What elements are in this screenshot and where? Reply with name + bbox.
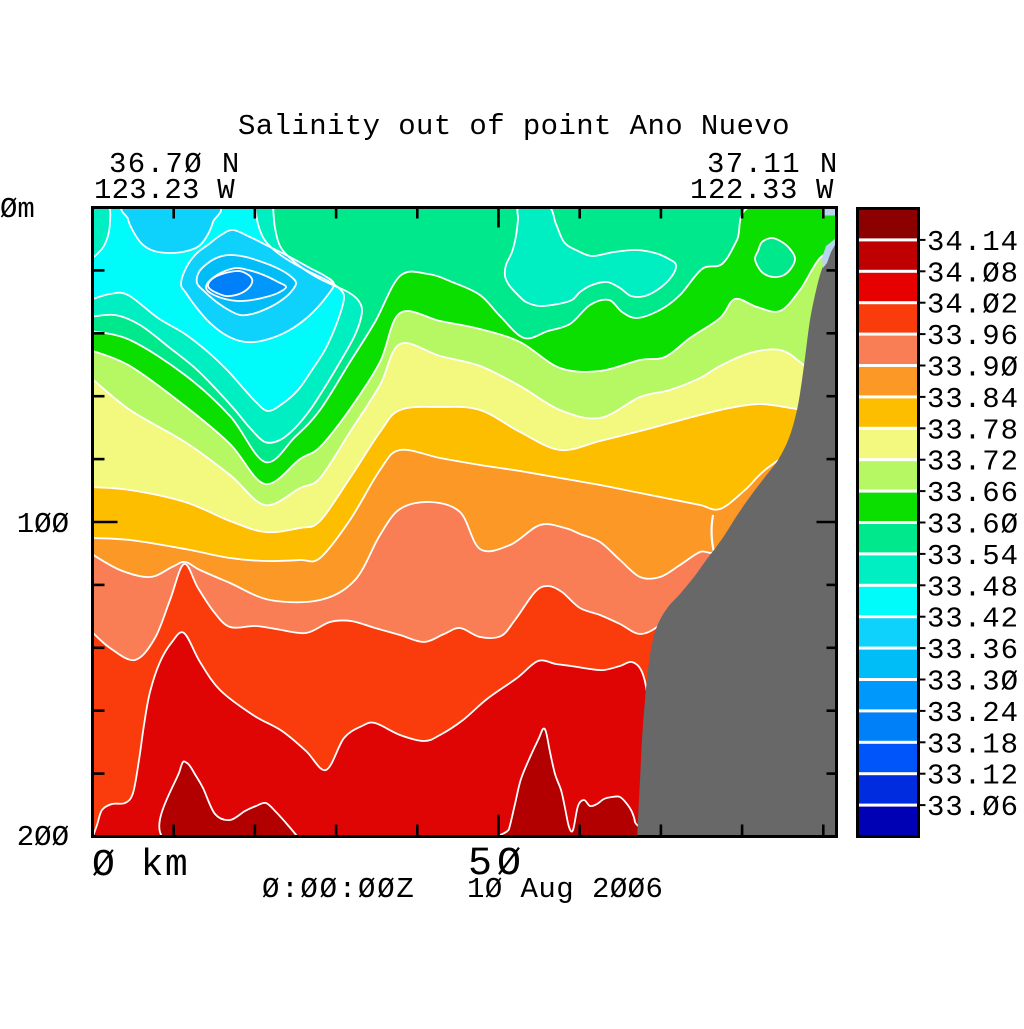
svg-text:33.96: 33.96 <box>927 320 1019 353</box>
svg-text:33.3Ø: 33.3Ø <box>927 666 1019 699</box>
svg-text:123.23 W: 123.23 W <box>94 174 235 207</box>
svg-text:33.72: 33.72 <box>927 446 1019 479</box>
svg-text:34.Ø8: 34.Ø8 <box>927 257 1019 290</box>
svg-text:33.Ø6: 33.Ø6 <box>927 791 1019 824</box>
svg-text:34.14: 34.14 <box>927 226 1019 259</box>
svg-text:Ø:ØØ:ØØZ: Ø:ØØ:ØØZ <box>262 873 416 906</box>
svg-text:Øm: Øm <box>0 193 35 226</box>
svg-text:33.24: 33.24 <box>927 697 1019 730</box>
svg-text:2ØØ: 2ØØ <box>17 821 69 854</box>
svg-text:33.18: 33.18 <box>927 728 1019 761</box>
svg-text:33.84: 33.84 <box>927 383 1019 416</box>
svg-text:33.66: 33.66 <box>927 477 1019 510</box>
svg-text:33.42: 33.42 <box>927 603 1019 636</box>
svg-text:33.78: 33.78 <box>927 414 1019 447</box>
svg-text:36.7Ø N: 36.7Ø N <box>109 148 241 181</box>
svg-text:33.12: 33.12 <box>927 760 1019 793</box>
svg-text:37.11 N: 37.11 N <box>707 148 839 181</box>
svg-text:33.48: 33.48 <box>927 571 1019 604</box>
svg-text:33.54: 33.54 <box>927 540 1019 573</box>
svg-text:5Ø: 5Ø <box>468 842 526 887</box>
svg-text:33.6Ø: 33.6Ø <box>927 509 1019 542</box>
svg-text:Salinity out of point Ano Nuev: Salinity out of point Ano Nuevo <box>238 110 790 143</box>
svg-text:33.36: 33.36 <box>927 634 1019 667</box>
svg-text:34.Ø2: 34.Ø2 <box>927 289 1019 322</box>
svg-text:1Ø Aug 2ØØ6: 1Ø Aug 2ØØ6 <box>467 873 663 906</box>
svg-text:122.33 W: 122.33 W <box>690 174 834 207</box>
svg-text:1ØØ: 1ØØ <box>17 508 69 541</box>
svg-text:33.9Ø: 33.9Ø <box>927 352 1019 385</box>
svg-text:Ø km: Ø km <box>92 844 189 887</box>
